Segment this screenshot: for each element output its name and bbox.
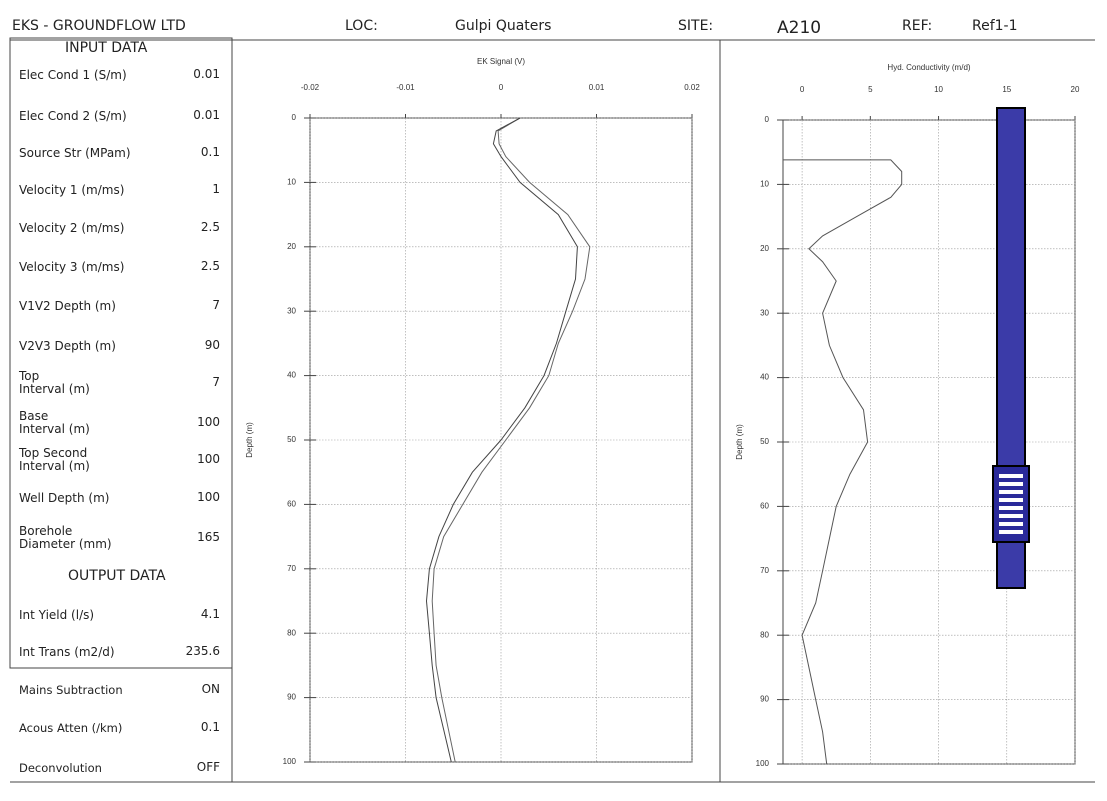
section-title: OUTPUT DATA (68, 568, 166, 584)
row-label: Int Trans (m2/d) (19, 644, 115, 659)
row-label: Velocity 1 (m/ms) (19, 182, 125, 197)
y-tick-label: 40 (287, 371, 296, 380)
header-ref: Ref1-1 (972, 18, 1018, 34)
y-tick-label: 40 (760, 373, 769, 382)
y-tick-label: 50 (760, 437, 769, 446)
x-tick-label: 20 (1071, 85, 1080, 94)
row-value: 90 (204, 338, 220, 352)
x-tick-label: 0 (499, 83, 504, 92)
y-tick-label: 80 (760, 630, 769, 639)
x-tick-label: 0.01 (589, 83, 605, 92)
data-line (425, 117, 578, 763)
row-label: Borehole Diameter (mm) (19, 524, 112, 551)
y-tick-label: 90 (287, 693, 296, 702)
row-value: OFF (196, 760, 220, 774)
y-tick-label: 50 (287, 435, 296, 444)
row-label: Top Interval (m) (19, 369, 90, 396)
x-tick-label: -0.02 (301, 83, 320, 92)
row-value: 2.5 (200, 259, 220, 273)
x-tick-label: 5 (868, 85, 873, 94)
x-tick-label: 0.02 (684, 83, 700, 92)
y-tick-label: 60 (287, 500, 296, 509)
screen (992, 465, 1030, 543)
y-tick-label: 10 (760, 180, 769, 189)
header-ref-label: REF: (902, 18, 933, 34)
well-casing (992, 107, 1030, 589)
y-tick-label: 0 (292, 113, 297, 122)
row-value: 100 (197, 452, 220, 466)
y-tick-label: 30 (287, 306, 296, 315)
y-tick-label: 90 (760, 695, 769, 704)
row-value: 7 (212, 298, 220, 312)
row-label: V1V2 Depth (m) (19, 298, 116, 313)
data-line (431, 117, 591, 763)
row-value: ON (201, 682, 220, 696)
row-value: 100 (197, 415, 220, 429)
row-label: Well Depth (m) (19, 490, 110, 505)
y-tick-label: 70 (287, 564, 296, 573)
y-tick-label: 30 (760, 308, 769, 317)
row-value: 165 (197, 530, 220, 544)
y-tick-label: 80 (287, 628, 296, 637)
row-value: 100 (197, 490, 220, 504)
row-label: Elec Cond 2 (S/m) (19, 108, 127, 123)
plot-frame (782, 119, 1076, 765)
x-tick-label: 15 (1002, 85, 1011, 94)
row-value: 7 (212, 375, 220, 389)
row-label: Int Yield (l/s) (19, 607, 95, 622)
row-label: Acous Atten (/km) (19, 720, 123, 735)
chart-title: Hyd. Conductivity (m/d) (887, 63, 970, 72)
row-label: Deconvolution (19, 760, 102, 775)
y-tick-label: 20 (760, 244, 769, 253)
x-tick-label: -0.01 (396, 83, 415, 92)
y-tick-label: 70 (760, 566, 769, 575)
row-label: Top Second Interval (m) (19, 446, 90, 473)
row-value: 235.6 (185, 644, 220, 658)
row-label: Mains Subtraction (19, 682, 123, 697)
row-label: Velocity 3 (m/ms) (19, 259, 125, 274)
y-tick-label: 60 (760, 502, 769, 511)
header-site: A210 (777, 18, 822, 38)
section-title: INPUT DATA (65, 40, 148, 56)
x-tick-label: 10 (934, 85, 943, 94)
row-value: 4.1 (200, 607, 220, 621)
y-tick-label: 100 (283, 757, 297, 766)
x-tick-label: 0 (800, 85, 805, 94)
row-value: 0.01 (193, 67, 220, 81)
row-value: 0.1 (200, 145, 220, 159)
row-value: 1 (212, 182, 220, 196)
chart-title: EK Signal (V) (477, 57, 525, 66)
row-label: V2V3 Depth (m) (19, 338, 116, 353)
row-value: 0.01 (193, 108, 220, 122)
row-value: 2.5 (200, 220, 220, 234)
header-loc: Gulpi Quaters (455, 18, 552, 34)
header-loc-label: LOC: (345, 18, 378, 34)
row-label: Velocity 2 (m/ms) (19, 220, 125, 235)
y-axis-title: Depth (m) (245, 422, 254, 458)
row-label: Base Interval (m) (19, 409, 90, 436)
header-company: EKS - GROUNDFLOW LTD (12, 18, 186, 34)
y-tick-label: 0 (765, 115, 770, 124)
y-axis-title: Depth (m) (735, 424, 744, 460)
y-tick-label: 20 (287, 242, 296, 251)
row-label: Source Str (MPam) (19, 145, 131, 160)
y-tick-label: 100 (756, 759, 770, 768)
header-site-label: SITE: (678, 18, 714, 34)
y-tick-label: 10 (287, 178, 296, 187)
screen-slots (999, 474, 1023, 534)
row-label: Elec Cond 1 (S/m) (19, 67, 127, 82)
row-value: 0.1 (200, 720, 220, 734)
data-line (783, 159, 903, 765)
